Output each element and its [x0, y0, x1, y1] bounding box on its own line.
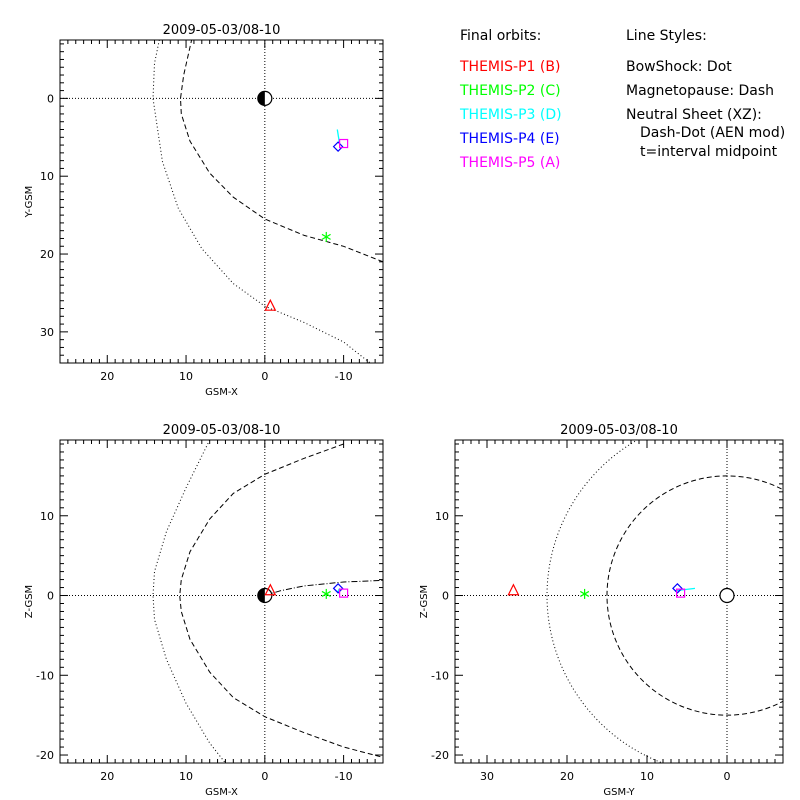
square-marker: [339, 138, 349, 149]
y-tick-label: 10: [40, 170, 54, 183]
axis-ticks: 20 10 0 -10 0 10 20 30: [40, 40, 384, 383]
y-tick-label: -10: [36, 669, 54, 682]
y-tick-label: -20: [431, 749, 449, 762]
marker-themis-p4-4: [332, 141, 344, 152]
neutral-sheet-curve: [264, 579, 383, 596]
bow-shock-curve: [152, 440, 226, 763]
marker-themis-p5-5: [339, 588, 349, 598]
magnetopause-circle: [606, 475, 783, 716]
magnetopause-curve: [179, 40, 383, 263]
x-tick-label: 20: [100, 770, 114, 783]
legend-style-bowshock: BowShock: Dot: [626, 59, 732, 75]
square-marker: [339, 588, 349, 598]
legend-probe-p4: THEMIS-P4 (E): [459, 131, 560, 147]
y-tick-label: 10: [40, 510, 54, 523]
x-tick-label: 30: [480, 770, 494, 783]
marker-themis-p4-4: [332, 582, 344, 594]
y-tick-label: -20: [36, 749, 54, 762]
bow-shock-curve: [152, 40, 371, 363]
marker-themis-p4-4: [672, 582, 683, 594]
x-tick-label: 20: [100, 370, 114, 383]
plot-title: 2009-05-03/08-10: [560, 423, 678, 438]
x-tick-label: 20: [560, 770, 574, 783]
y-tick-label: 30: [40, 326, 54, 339]
asterisk-stroke: [579, 590, 590, 597]
plot-panel-2: 2009-05-03/08-10 GSM-X Z-GSM 20 10 0 -10 -20 -10…: [24, 423, 384, 798]
y-tick-label: 0: [47, 92, 54, 105]
axis-ticks: 30 20 10 0 -20 -10 0 10: [431, 440, 784, 783]
marker-themis-p1-1: [264, 583, 277, 596]
legend-probe-p1: THEMIS-P1 (B): [459, 59, 560, 75]
x-axis-label: GSM-Y: [603, 787, 635, 798]
legend-probe-p2: THEMIS-P2 (C): [459, 83, 561, 99]
legend-style-magnetopause: Magnetopause: Dash: [626, 83, 774, 99]
plot-frame: [59, 39, 384, 364]
marker-themis-p2-2: [321, 588, 331, 599]
x-tick-label: 0: [261, 370, 268, 383]
x-axis-label: GSM-X: [205, 387, 238, 398]
earth-night-side: [257, 588, 265, 603]
plot-title: 2009-05-03/08-10: [163, 423, 281, 438]
y-tick-label: 10: [435, 510, 449, 523]
legend: Final orbits: THEMIS-P1 (B) THEMIS-P2 (C…: [459, 28, 785, 171]
y-tick-label: 20: [40, 248, 54, 261]
marker-themis-p5-5: [675, 588, 686, 598]
marker-themis-p5-5: [339, 138, 349, 149]
y-tick-label: 0: [47, 590, 54, 603]
plot-content: [455, 440, 783, 763]
marker-themis-p2-2: [321, 231, 331, 242]
x-tick-label: 10: [179, 370, 193, 383]
plot-frame: [454, 439, 784, 764]
plot-panel-1: 2009-05-03/08-10 GSM-X Y-GSM 20 10 0 -10 0 10 20 3…: [24, 23, 384, 398]
plot-title: 2009-05-03/08-10: [163, 23, 281, 38]
legend-style-neutral-sheet: Neutral Sheet (XZ):: [626, 107, 762, 123]
x-tick-label: 0: [261, 770, 268, 783]
diamond-marker: [332, 141, 344, 152]
x-tick-label: -10: [335, 770, 353, 783]
plot-content: [60, 440, 383, 763]
diamond-marker: [332, 582, 344, 594]
marker-themis-p1-1: [507, 583, 520, 596]
plot-content: [60, 40, 383, 363]
x-tick-label: 10: [640, 770, 654, 783]
y-tick-label: 0: [442, 590, 449, 603]
x-axis-label: GSM-X: [205, 787, 238, 798]
earth-night-side: [257, 91, 265, 106]
plot-panel-3: 2009-05-03/08-10 GSM-Y Z-GSM 30 20 10 0 -20 -10 0…: [419, 423, 784, 798]
triangle-marker: [264, 298, 277, 311]
legend-style-midpoint: t=interval midpoint: [640, 144, 778, 160]
legend-probe-p5: THEMIS-P5 (A): [459, 155, 560, 171]
marker-themis-p2-2: [579, 588, 590, 599]
asterisk-stroke: [321, 590, 331, 597]
triangle-marker: [507, 583, 520, 596]
axis-ticks: 20 10 0 -10 -20 -10 0 10: [36, 440, 384, 783]
y-axis-label: Z-GSM: [24, 585, 35, 618]
earth-symbol: [719, 587, 735, 604]
asterisk-stroke: [321, 233, 331, 240]
x-tick-label: 10: [179, 770, 193, 783]
y-axis-label: Y-GSM: [24, 186, 35, 219]
legend-probe-p3: THEMIS-P3 (D): [459, 107, 562, 123]
magnetopause-curve: [179, 443, 383, 758]
x-tick-label: -10: [335, 370, 353, 383]
triangle-marker: [264, 583, 277, 596]
legend-orbits-header: Final orbits:: [460, 28, 541, 44]
legend-styles-header: Line Styles:: [626, 28, 707, 44]
legend-style-dash-dot: Dash-Dot (AEN mod): [640, 125, 785, 141]
y-axis-label: Z-GSM: [419, 585, 430, 618]
square-marker: [675, 588, 686, 598]
x-tick-label: 0: [724, 770, 731, 783]
diamond-marker: [672, 582, 683, 594]
marker-themis-p1-1: [264, 298, 277, 311]
y-tick-label: -10: [431, 669, 449, 682]
bow-shock-circle: [546, 440, 664, 763]
plot-frame: [59, 439, 384, 764]
